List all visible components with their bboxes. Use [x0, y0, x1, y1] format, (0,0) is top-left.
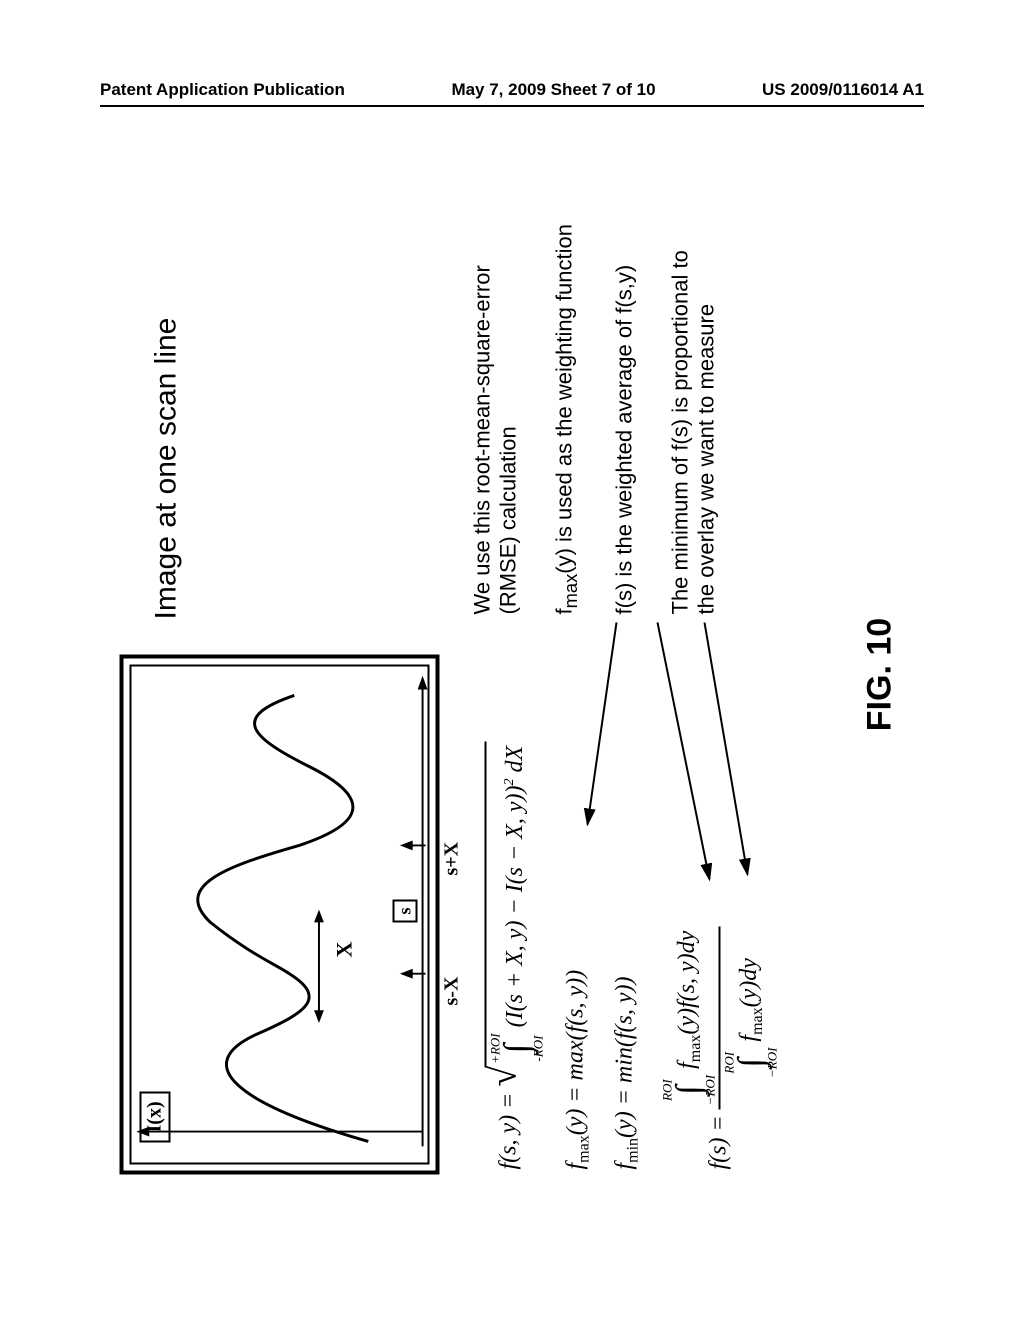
equations-block: f(s, y) = √ +ROI ∫ -ROI (I(s + X, y) − I… [485, 620, 797, 1170]
s-plus-label: s+X [441, 842, 464, 876]
annotations-block: We use this root-mean-square-error (RMSE… [470, 185, 750, 615]
graph-box: I(x) [120, 655, 440, 1175]
header-center: May 7, 2009 Sheet 7 of 10 [451, 80, 655, 100]
eq1-sq: 2 [502, 779, 517, 786]
x-axis-arrowhead [418, 676, 428, 690]
s-plus-arrowhead [400, 841, 413, 851]
eq1-dx: dX [502, 746, 528, 773]
annotation-fs: f(s) is the weighted average of f(s,y) [612, 185, 638, 615]
annotation-fmax: fmax(y) is used as the weighting functio… [552, 185, 582, 615]
s-minus-label: s-X [441, 977, 464, 1006]
equation-1: f(s, y) = √ +ROI ∫ -ROI (I(s + X, y) − I… [485, 620, 545, 1170]
s-center-label: s [393, 899, 418, 922]
annotation-minfs: The minimum of f(s) is proportional to t… [668, 185, 720, 615]
graph-title: Image at one scan line [150, 318, 184, 620]
header-rule [100, 105, 924, 107]
equation-4: f(s) = ROI ∫ −ROI fmax(y)f(s, y)dy ROI [660, 620, 778, 1170]
x-span-arrowhead-right [314, 910, 324, 923]
integral-icon: +ROI ∫ -ROI [489, 1033, 545, 1063]
integral-icon: ROI ∫ −ROI [722, 1048, 778, 1078]
figure-label: FIG. 10 [861, 618, 900, 731]
s-minus-arrowhead [400, 969, 413, 979]
y-axis-arrowhead [136, 1127, 149, 1137]
rotated-content: I(x) [13, 283, 1013, 1068]
header-right: US 2009/0116014 A1 [762, 80, 924, 100]
eq1-body: (I(s + X, y) − I(s − X, y)) [502, 786, 528, 1028]
x-span-arrowhead-left [314, 1010, 324, 1023]
graph-svg [132, 667, 428, 1163]
equation-3: fmin(y) = min(f(s, y)) [611, 620, 642, 1170]
header-left: Patent Application Publication [100, 80, 345, 100]
eq1-lhs: f(s, y) = [496, 1087, 522, 1170]
integral-icon: ROI ∫ −ROI [660, 1075, 716, 1105]
eq4-lhs: f(s) = [706, 1115, 733, 1169]
graph-inner: I(x) [130, 665, 430, 1165]
x-marker-label: X [332, 942, 358, 958]
equation-2: fmax(y) = max(f(s, y)) [563, 620, 594, 1170]
page-header: Patent Application Publication May 7, 20… [0, 80, 1024, 100]
sqrt-icon: √ [485, 1066, 523, 1087]
signal-curve [198, 695, 369, 1141]
annotation-rmse: We use this root-mean-square-error (RMSE… [470, 185, 522, 615]
